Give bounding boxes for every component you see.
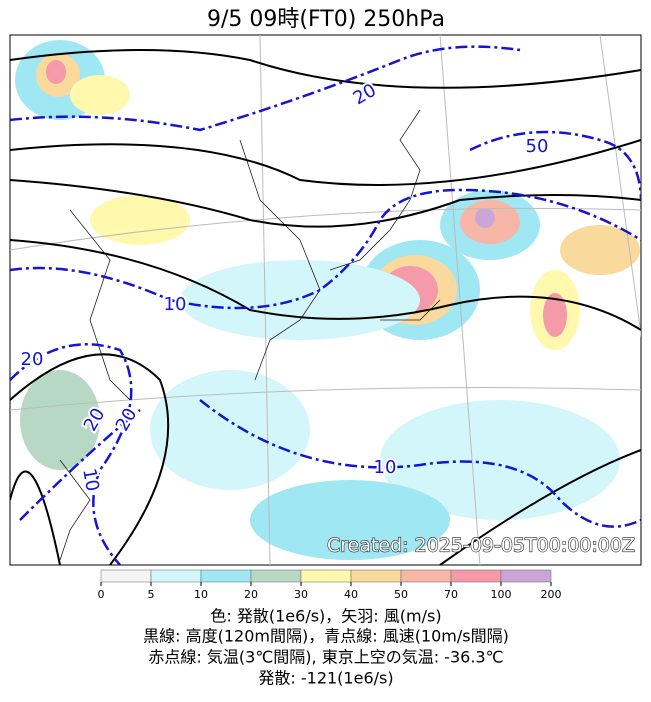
colorbar-segment <box>250 569 302 583</box>
colorbar-tick-label: 5 <box>148 588 155 601</box>
contour-label: 10 <box>164 294 187 315</box>
colorbar-tick-label: 0 <box>98 588 105 601</box>
divergence-shading <box>15 40 640 560</box>
colorbar-segment <box>400 569 452 583</box>
colorbar-tick-label: 100 <box>491 588 512 601</box>
colorbar-segment <box>450 569 502 583</box>
coastline <box>59 109 441 561</box>
colorbar-tick-label: 30 <box>294 588 308 601</box>
colorbar-segment <box>500 569 552 583</box>
colorbar-tick-label: 10 <box>194 588 208 601</box>
colorbar-segment <box>200 569 252 583</box>
caption-line: 発散: -121(1e6/s) <box>258 669 393 688</box>
contour-label: 10 <box>374 457 397 478</box>
map: 20 50 10 20 20 20 10 10 Created: 2025-09… <box>9 34 642 566</box>
title: 9/5 09時(FT0) 250hPa <box>207 7 445 32</box>
colorbar-tick-label: 50 <box>394 588 408 601</box>
caption-line: 色: 発散(1e6/s)，矢羽: 風(m/s) <box>210 607 441 626</box>
colorbar: 0 5 10 20 30 40 50 70 100 200 <box>98 569 562 601</box>
contour-label: 20 <box>21 349 44 370</box>
contour-label: 50 <box>526 136 549 157</box>
height-contours <box>10 49 641 565</box>
colorbar-segment <box>300 569 352 583</box>
contour-label: 10 <box>78 467 103 493</box>
wind-speed-contours <box>10 45 641 565</box>
colorbar-tick-label: 70 <box>444 588 458 601</box>
colorbar-tick-label: 20 <box>244 588 258 601</box>
graticule <box>10 35 641 565</box>
colorbar-segment <box>350 569 402 583</box>
colorbar-tick-label: 40 <box>344 588 358 601</box>
caption-line: 黒線: 高度(120m間隔)，青点線: 風速(10m/s間隔) <box>143 627 509 646</box>
caption-line: 赤点線: 気温(3℃間隔), 東京上空の気温: -36.3℃ <box>148 648 503 667</box>
colorbar-segment <box>150 569 202 583</box>
created-label: Created: 2025-09-05T00:00:00Z <box>327 535 635 557</box>
colorbar-tick-label: 200 <box>541 588 562 601</box>
colorbar-segment <box>100 569 152 583</box>
